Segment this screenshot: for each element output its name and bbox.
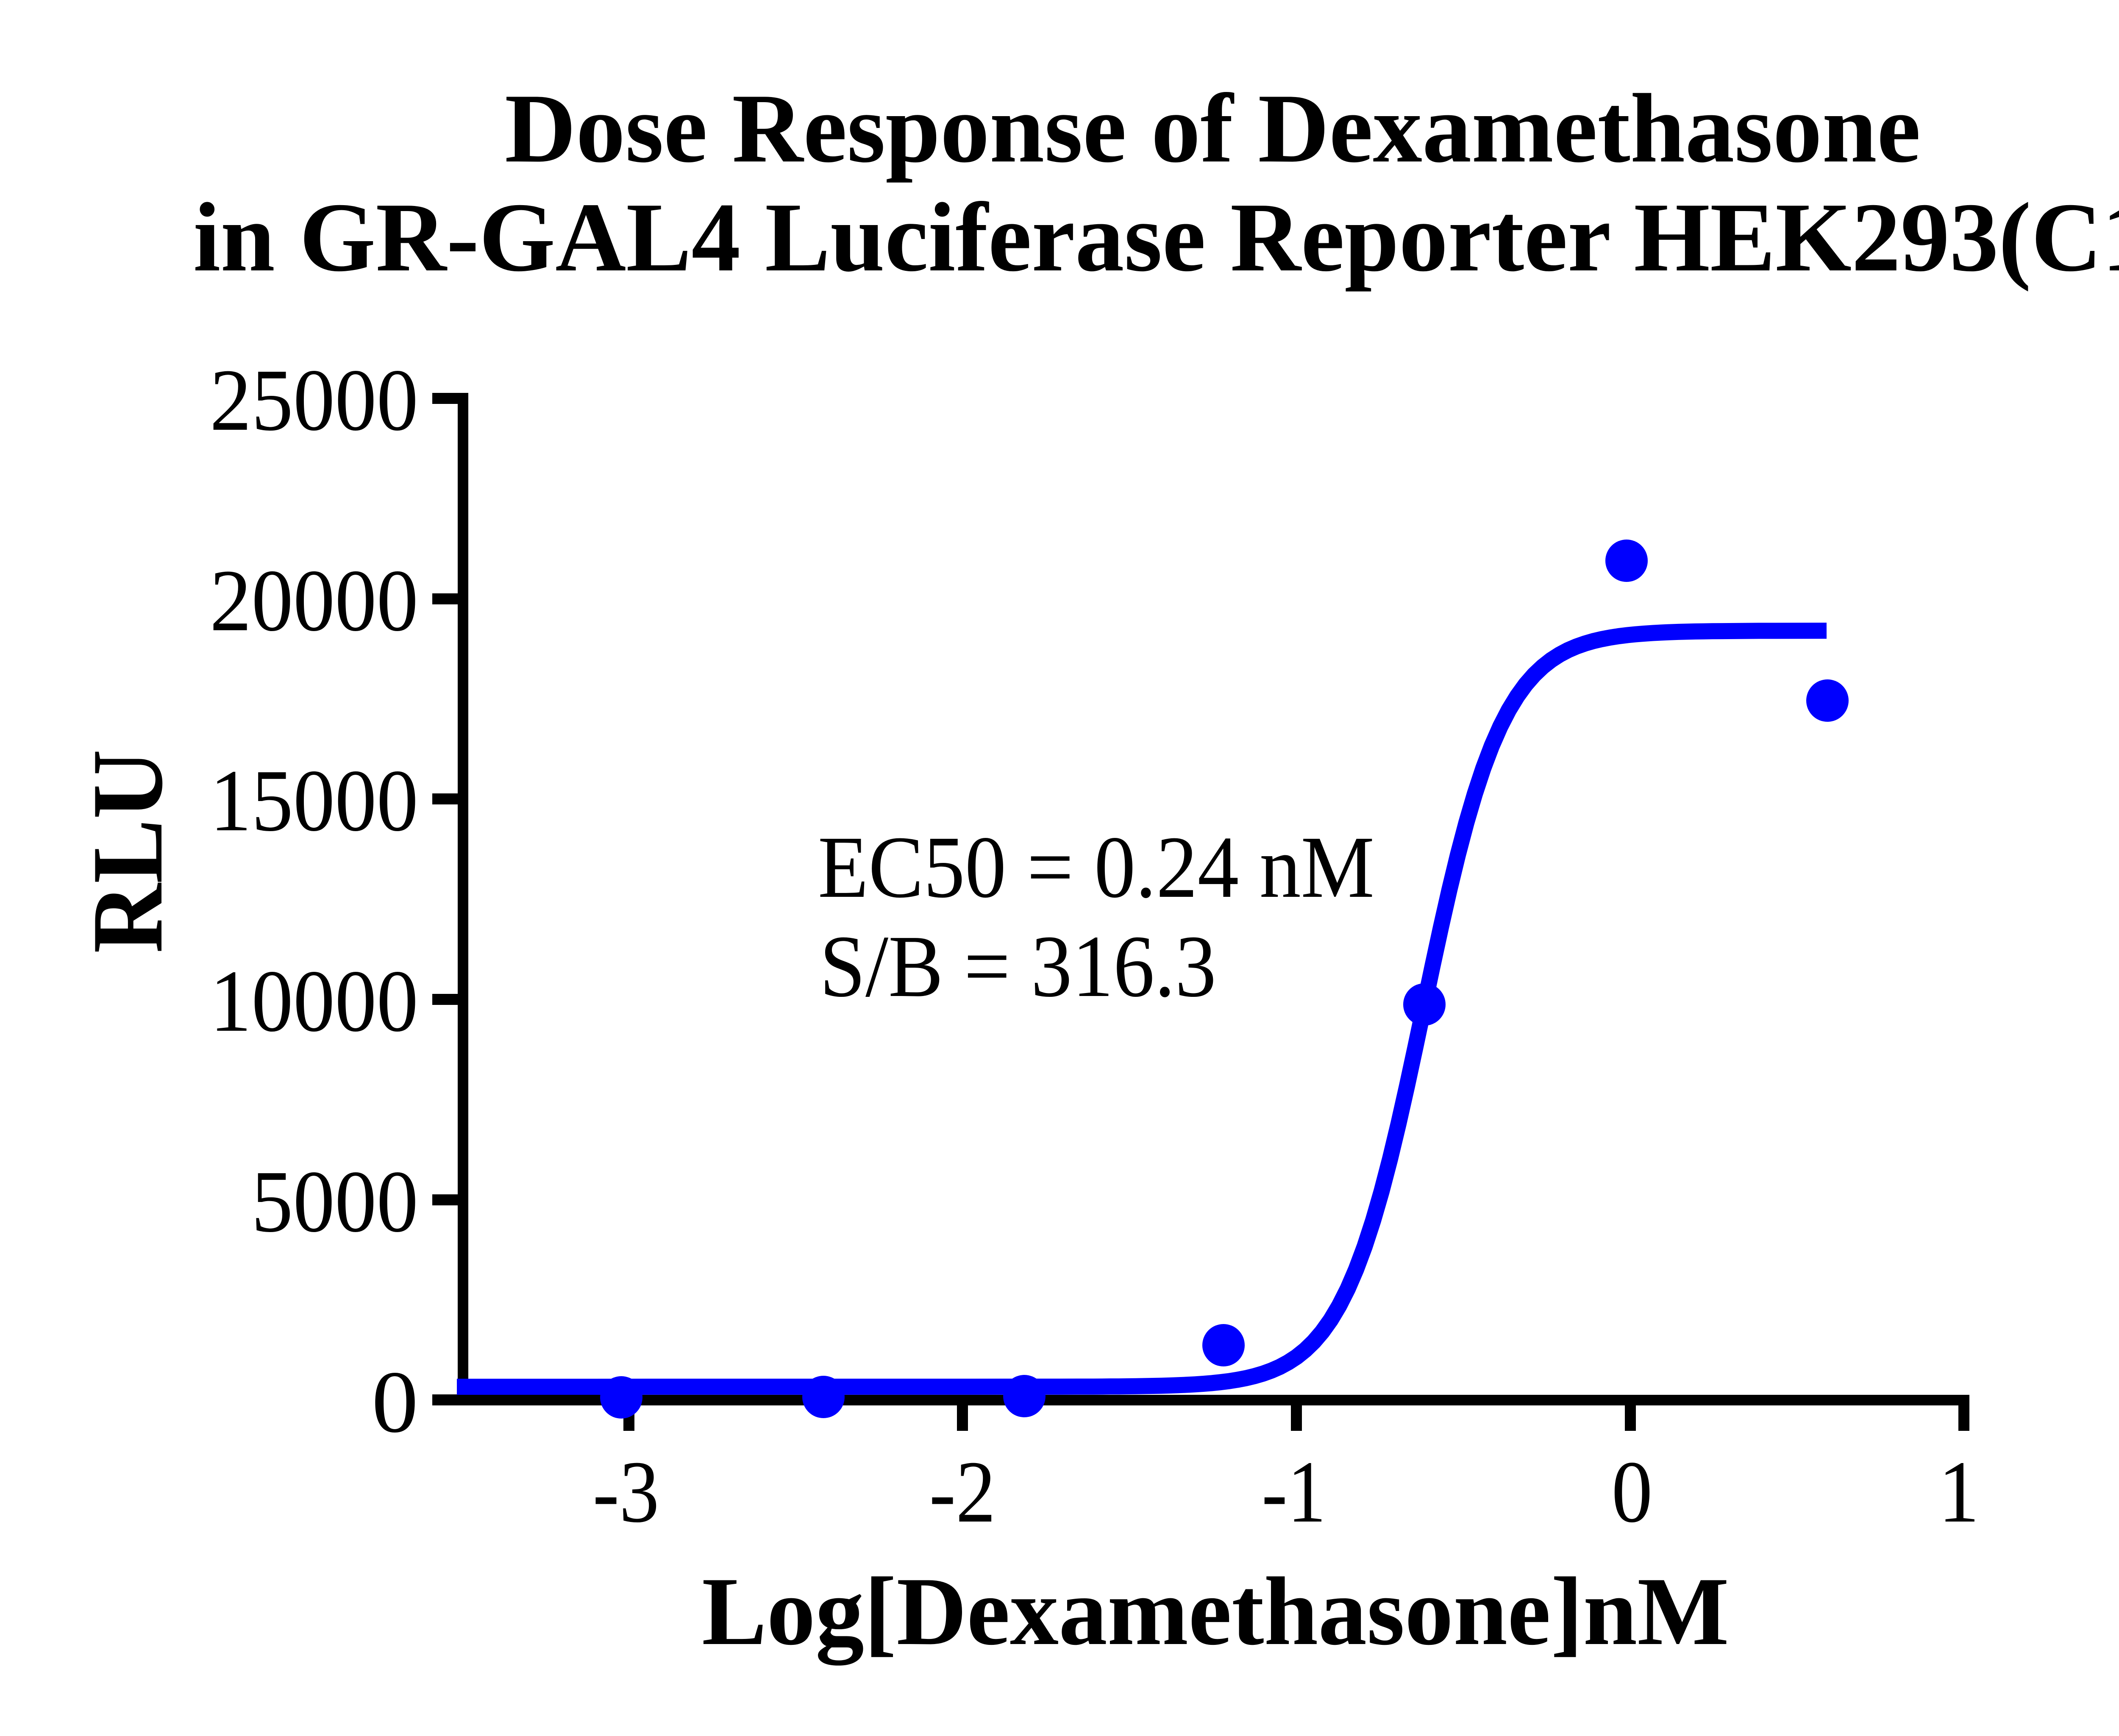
svg-text:15000: 15000	[210, 752, 418, 850]
svg-text:EC50 = 0.24 nM: EC50 = 0.24 nM	[818, 818, 1374, 916]
svg-text:20000: 20000	[210, 552, 418, 650]
svg-text:RLU: RLU	[71, 749, 184, 953]
svg-text:-2: -2	[929, 1443, 996, 1541]
svg-text:0: 0	[1612, 1443, 1653, 1541]
svg-text:1: 1	[1938, 1443, 1980, 1541]
svg-text:25000: 25000	[210, 351, 418, 449]
svg-text:0: 0	[372, 1353, 418, 1451]
svg-text:-3: -3	[593, 1443, 659, 1541]
svg-text:5000: 5000	[251, 1153, 418, 1251]
svg-text:Dose Response of Dexamethasone: Dose Response of Dexamethasone	[505, 74, 1921, 183]
svg-text:in GR-GAL4 Luciferase Reporter: in GR-GAL4 Luciferase Reporter HEK293(C1…	[193, 183, 2119, 292]
svg-text:-1: -1	[1262, 1443, 1326, 1541]
svg-text:S/B = 316.3: S/B = 316.3	[820, 918, 1216, 1015]
svg-text:10000: 10000	[210, 952, 418, 1050]
svg-text:Log[Dexamethasone]nM: Log[Dexamethasone]nM	[702, 1557, 1729, 1666]
